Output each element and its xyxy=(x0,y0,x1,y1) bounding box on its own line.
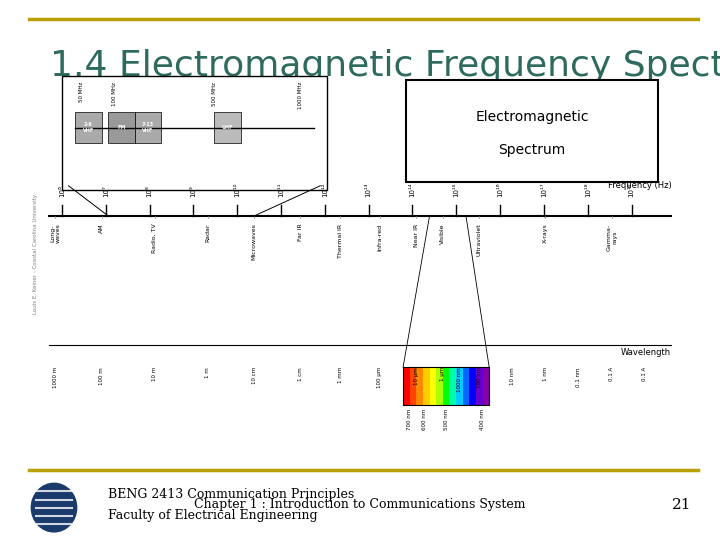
Text: 10⁸: 10⁸ xyxy=(147,185,153,197)
Text: 400 nm: 400 nm xyxy=(480,409,485,430)
Text: Chapter 1 : Introduction to Communications System: Chapter 1 : Introduction to Communicatio… xyxy=(194,498,526,511)
Text: 500 nm: 500 nm xyxy=(444,409,449,430)
Bar xyxy=(456,367,463,405)
Text: 10¹⁴: 10¹⁴ xyxy=(410,183,415,197)
Text: 10¹¹: 10¹¹ xyxy=(278,183,284,197)
Text: AM: AM xyxy=(99,224,104,233)
Text: Thermal IR: Thermal IR xyxy=(338,224,343,258)
Text: 1.4 Electromagnetic Frequency Spectrum: 1.4 Electromagnetic Frequency Spectrum xyxy=(50,49,720,83)
Text: 10¹⁰: 10¹⁰ xyxy=(234,183,240,197)
Text: 10⁶: 10⁶ xyxy=(59,185,65,197)
Bar xyxy=(423,367,430,405)
Text: 100 nm: 100 nm xyxy=(477,367,482,388)
Text: 1 m: 1 m xyxy=(205,367,210,378)
Text: 1000 m: 1000 m xyxy=(53,367,58,388)
Text: 1 cm: 1 cm xyxy=(298,367,303,381)
Text: 600 nm: 600 nm xyxy=(422,409,427,430)
Text: 100 μm: 100 μm xyxy=(377,367,382,388)
Text: Wavelength: Wavelength xyxy=(621,348,671,357)
Bar xyxy=(410,367,416,405)
Text: 10¹⁶: 10¹⁶ xyxy=(497,183,503,197)
Text: Electromagnetic: Electromagnetic xyxy=(475,110,589,124)
Text: UHF: UHF xyxy=(222,125,233,130)
Bar xyxy=(215,112,240,144)
Circle shape xyxy=(32,483,77,532)
Text: 10¹⁸: 10¹⁸ xyxy=(585,183,591,197)
Text: Microwaves: Microwaves xyxy=(251,224,256,260)
Bar xyxy=(75,112,102,144)
Text: Ultraviolet: Ultraviolet xyxy=(477,224,482,256)
Text: 1 mm: 1 mm xyxy=(338,367,343,383)
Text: Infra-red: Infra-red xyxy=(377,224,382,251)
Text: 50 MHz: 50 MHz xyxy=(79,82,84,102)
Text: 10⁷: 10⁷ xyxy=(103,185,109,197)
Text: BENG 2413 Communication Principles: BENG 2413 Communication Principles xyxy=(108,488,354,501)
Text: Faculty of Electrical Engineering: Faculty of Electrical Engineering xyxy=(108,509,318,522)
Bar xyxy=(403,367,489,405)
Text: 10 μm: 10 μm xyxy=(414,367,419,385)
Bar xyxy=(436,367,443,405)
Text: 1 nm: 1 nm xyxy=(543,367,548,381)
Text: Gamma-
rays: Gamma- rays xyxy=(606,224,617,251)
Text: 0.1 A: 0.1 A xyxy=(609,367,614,381)
Bar xyxy=(135,112,161,144)
Text: Louis E. Keiner - Coastal Carolina University: Louis E. Keiner - Coastal Carolina Unive… xyxy=(33,194,38,314)
FancyBboxPatch shape xyxy=(62,76,327,190)
Bar xyxy=(403,367,410,405)
Text: Spectrum: Spectrum xyxy=(498,143,566,157)
Text: Frequency (Hz): Frequency (Hz) xyxy=(608,180,671,190)
Text: Far IR: Far IR xyxy=(298,224,303,241)
Text: Long-
waves: Long- waves xyxy=(50,224,60,244)
Text: 10¹³: 10¹³ xyxy=(366,183,372,197)
Bar xyxy=(463,367,469,405)
Bar xyxy=(482,367,489,405)
Text: 10¹⁵: 10¹⁵ xyxy=(454,183,459,197)
Text: X-rays: X-rays xyxy=(543,224,548,244)
Text: 21: 21 xyxy=(672,498,691,512)
Text: 0.1 nm: 0.1 nm xyxy=(576,367,581,387)
Text: 1000 nm: 1000 nm xyxy=(457,367,462,392)
Text: Radio, TV: Radio, TV xyxy=(152,224,157,253)
Text: 10¹⁹: 10¹⁹ xyxy=(629,183,634,197)
Text: Radar: Radar xyxy=(205,224,210,242)
Text: Visible: Visible xyxy=(441,224,445,244)
Text: 1000 MHz: 1000 MHz xyxy=(298,82,303,109)
Text: 700 nm: 700 nm xyxy=(408,409,412,430)
Text: 2-6
VHF: 2-6 VHF xyxy=(83,122,94,133)
Text: 10 m: 10 m xyxy=(152,367,157,381)
Text: 10 cm: 10 cm xyxy=(251,367,256,384)
Bar xyxy=(443,367,449,405)
Text: 0.1 A: 0.1 A xyxy=(642,367,647,381)
Text: 100 m: 100 m xyxy=(99,367,104,385)
Text: 500 MHz: 500 MHz xyxy=(212,82,217,106)
Text: 10⁹: 10⁹ xyxy=(190,185,197,197)
Bar xyxy=(469,367,476,405)
Text: 100 MHz: 100 MHz xyxy=(112,82,117,106)
Bar xyxy=(108,112,135,144)
FancyBboxPatch shape xyxy=(406,80,658,182)
Text: 10 nm: 10 nm xyxy=(510,367,515,385)
Bar xyxy=(430,367,436,405)
Text: 10¹⁷: 10¹⁷ xyxy=(541,183,547,197)
Text: FM: FM xyxy=(117,125,126,130)
Text: 10¹²: 10¹² xyxy=(322,183,328,197)
Text: 1 μm: 1 μm xyxy=(441,367,445,381)
Bar xyxy=(476,367,482,405)
Bar xyxy=(449,367,456,405)
Text: 7-13
VHF: 7-13 VHF xyxy=(142,122,154,133)
Bar xyxy=(416,367,423,405)
Text: Near IR: Near IR xyxy=(414,224,419,247)
